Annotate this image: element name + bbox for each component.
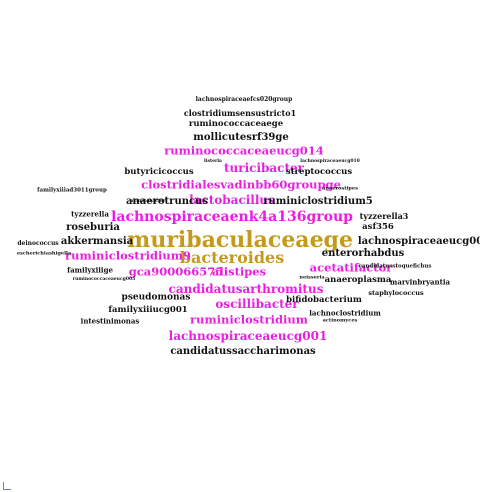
cloud-word: ruminiclostridium5 bbox=[263, 196, 373, 207]
cloud-word: turicibacter bbox=[224, 161, 304, 175]
cloud-word: lactobacillus bbox=[189, 193, 275, 207]
cloud-word: tyzzerella3 bbox=[359, 211, 409, 221]
cloud-word: candidatusarthromitus bbox=[168, 282, 324, 296]
cloud-word: roseburia bbox=[66, 222, 120, 233]
cloud-word: gca900066575 bbox=[128, 264, 224, 279]
cloud-word: acinetobacter bbox=[130, 198, 166, 204]
cloud-word: marvinbryantia bbox=[389, 277, 451, 287]
cloud-word: staphylococcus bbox=[368, 288, 424, 297]
cloud-word: oscillibacter bbox=[215, 297, 299, 311]
cloud-word: ruminococcaceaege bbox=[188, 118, 284, 129]
cloud-word: anaerotruncus bbox=[126, 196, 208, 207]
cloud-word: ruminococcaceaeucg014 bbox=[164, 143, 324, 158]
cloud-word: familyxiiiad3011group bbox=[37, 187, 107, 194]
corner-mark bbox=[3, 482, 11, 490]
cloud-word: lachnospiraceaenk4a136group bbox=[111, 209, 353, 225]
cloud-word: ruminococcaceaeucg005 bbox=[72, 276, 136, 282]
cloud-word: akkermansia bbox=[60, 236, 134, 247]
cloud-word: ruminiclostridium bbox=[190, 312, 308, 327]
cloud-word: candidatusstoquefichus bbox=[358, 263, 432, 270]
cloud-word: lachnospiraceaeucg001 bbox=[168, 329, 328, 343]
cloud-word: lachnospiraceaefcs020group bbox=[195, 96, 293, 103]
cloud-word: asf356 bbox=[362, 221, 394, 232]
cloud-word: muribaculaceaege bbox=[127, 227, 353, 253]
cloud-word: actinomyces bbox=[322, 317, 358, 324]
cloud-word: acetatifactor bbox=[309, 260, 393, 275]
cloud-word: enterorhabdus bbox=[321, 248, 405, 259]
cloud-word: intestinimonas bbox=[80, 316, 140, 326]
cloud-word: familyxiiige bbox=[67, 265, 113, 275]
cloud-word: bacteroides bbox=[179, 248, 285, 267]
cloud-word: lachnospiraceaeucg006 bbox=[357, 236, 480, 247]
cloud-word: ruminiclostridium9 bbox=[65, 248, 191, 263]
cloud-word: candidatussaccharimonas bbox=[170, 346, 316, 357]
cloud-word: listeria bbox=[204, 158, 222, 164]
cloud-word: alistipes bbox=[211, 264, 267, 279]
cloud-word: deinococcus bbox=[17, 240, 59, 247]
cloud-word: pseudomonas bbox=[121, 292, 191, 303]
cloud-word: escherichiashigella bbox=[16, 250, 72, 257]
cloud-word: anaerostipes bbox=[322, 185, 358, 192]
cloud-word: butyricicoccus bbox=[124, 166, 194, 177]
cloud-word: familyxiiiucg001 bbox=[108, 304, 188, 315]
cloud-word: clostridialesvadinbb60groupge bbox=[141, 177, 341, 192]
cloud-word: clostridiumsensustricto1 bbox=[183, 108, 297, 118]
cloud-word: neisseria bbox=[299, 274, 325, 281]
cloud-word: lachnoclostridium bbox=[309, 308, 381, 318]
cloud-word: bifidobacterium bbox=[286, 294, 362, 305]
cloud-word: streptococcus bbox=[285, 166, 353, 177]
cloud-word: tyzzerella bbox=[71, 209, 109, 219]
cloud-word: anaeroplasma bbox=[324, 274, 392, 285]
cloud-word: lachnospiraceaeucg010 bbox=[300, 158, 360, 164]
cloud-word: mollicutesrf39ge bbox=[193, 132, 289, 143]
